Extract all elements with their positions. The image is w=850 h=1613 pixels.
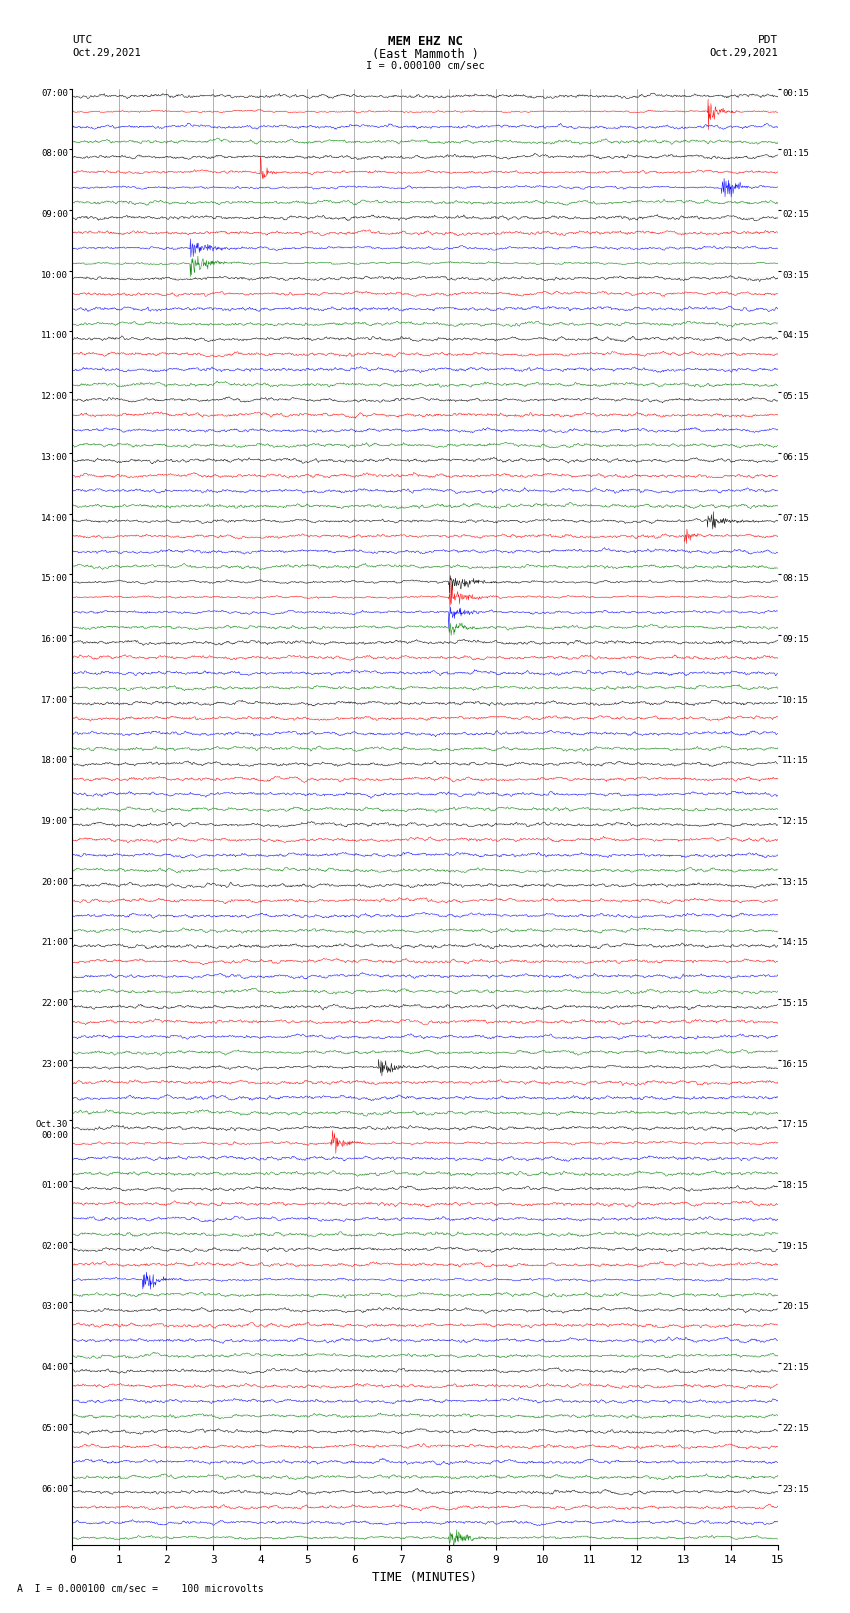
Text: A  I = 0.000100 cm/sec =    100 microvolts: A I = 0.000100 cm/sec = 100 microvolts [17, 1584, 264, 1594]
Text: PDT: PDT [757, 35, 778, 45]
Text: (East Mammoth ): (East Mammoth ) [371, 48, 479, 61]
X-axis label: TIME (MINUTES): TIME (MINUTES) [372, 1571, 478, 1584]
Text: I = 0.000100 cm/sec: I = 0.000100 cm/sec [366, 61, 484, 71]
Text: Oct.29,2021: Oct.29,2021 [72, 48, 141, 58]
Text: MEM EHZ NC: MEM EHZ NC [388, 35, 462, 48]
Text: UTC: UTC [72, 35, 93, 45]
Text: Oct.29,2021: Oct.29,2021 [709, 48, 778, 58]
